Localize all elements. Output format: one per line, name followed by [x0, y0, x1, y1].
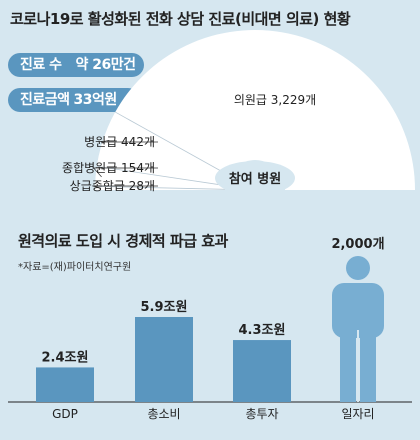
- bar-GDP: [36, 367, 94, 402]
- center-pill: [215, 161, 295, 195]
- consultations-label: 진료 수: [20, 57, 62, 73]
- fan-label-병원급: 병원급 442개: [84, 135, 155, 149]
- fan-leader-line: [92, 185, 158, 189]
- fan-leader-line: [92, 167, 158, 178]
- fan-separator: [115, 111, 229, 176]
- person-left-leg: [340, 320, 356, 402]
- person-head: [346, 256, 370, 280]
- source-note: *자료=(재)파이터치연구원: [18, 262, 132, 273]
- amount-value: 33억원: [73, 92, 118, 108]
- fan-label-상급종합급: 상급종합급 28개: [70, 179, 155, 193]
- fan-slice-병원급: [96, 112, 229, 186]
- top-title: 코로나19로 활성화된 전화 상담 진료(비대면 의료) 현황: [10, 10, 351, 28]
- consultations-value: 약 26만건: [75, 57, 137, 73]
- bar-value-일자리: 2,000개: [331, 237, 384, 252]
- bottom-title: 원격의료 도입 시 경제적 파급 효과: [18, 232, 228, 250]
- person-torso: [332, 283, 384, 338]
- bar-value-GDP: 2.4조원: [42, 350, 89, 365]
- bar-value-총투자: 4.3조원: [239, 323, 286, 338]
- bar-총소비: [135, 317, 193, 402]
- person-icon: [332, 256, 384, 402]
- fan-separator: [95, 185, 226, 190]
- fan-label-의원급: 의원급 3,229개: [234, 93, 316, 107]
- fan-center-label: 참여 병원: [229, 171, 281, 187]
- x-tick-GDP: GDP: [52, 407, 78, 421]
- x-tick-총투자: 총투자: [245, 407, 278, 421]
- x-tick-총소비: 총소비: [147, 407, 180, 421]
- bar-총투자: [233, 340, 291, 402]
- consultations-pill: 진료 수 약 26만건: [8, 53, 144, 77]
- amount-label: 진료금액: [20, 92, 70, 108]
- bar-value-총소비: 5.9조원: [141, 300, 188, 315]
- person-leg-gap: [357, 330, 359, 402]
- fan-label-종합병원급: 종합병원급 154개: [62, 161, 155, 175]
- fan-slice-종합병원급: [95, 166, 226, 190]
- fan-separator: [96, 165, 226, 186]
- fan-leader-line: [101, 139, 158, 143]
- fan-slice-의원급: [115, 30, 416, 191]
- person-right-leg: [360, 320, 376, 402]
- amount-pill: 진료금액 33억원: [8, 88, 140, 112]
- x-tick-일자리: 일자리: [341, 407, 374, 421]
